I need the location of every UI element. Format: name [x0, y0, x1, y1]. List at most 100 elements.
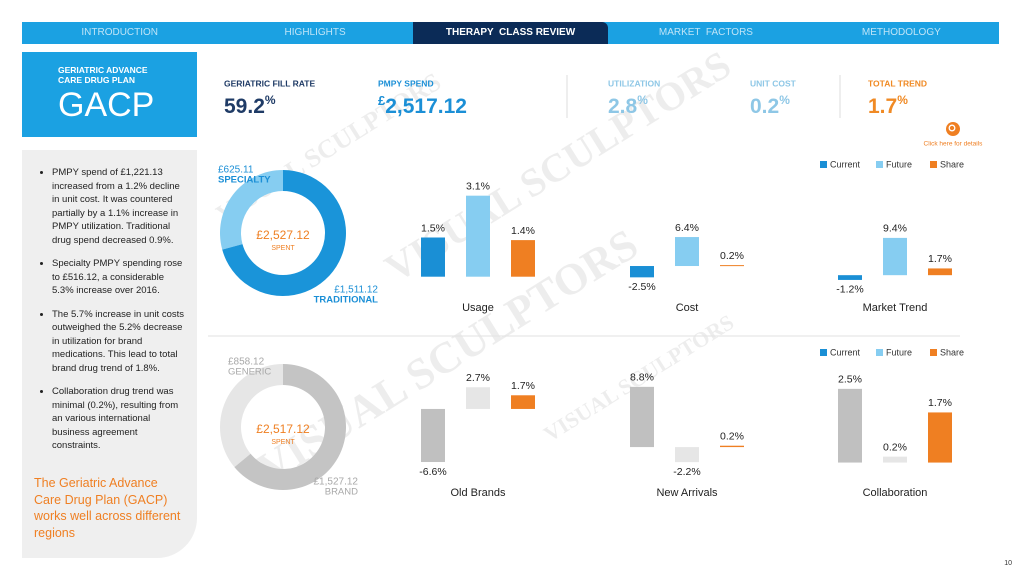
bar	[720, 265, 744, 267]
donut-segment	[220, 170, 283, 250]
kpi-value: 2.8%	[608, 93, 648, 117]
closing-text: The Geriatric Advance Care Drug Plan (GA…	[34, 476, 181, 540]
donut-center: SPENT	[271, 439, 295, 446]
data-label: 1.7%	[511, 380, 535, 392]
data-label: 2.7%	[466, 372, 490, 384]
nav-tab[interactable]: HIGHLIGHTS	[284, 27, 346, 38]
data-label: -1.2%	[836, 284, 863, 296]
donut-category: BRAND	[325, 487, 358, 498]
kpi-label: UNIT COST	[750, 78, 797, 88]
legend-swatch	[820, 349, 827, 356]
chart-title: Collaboration	[863, 487, 928, 499]
kpi-number: 59.2	[224, 95, 265, 118]
bar	[883, 237, 907, 276]
data-label: 1.5%	[421, 222, 445, 234]
bar	[883, 456, 907, 463]
legend-swatch	[820, 161, 827, 168]
data-label: -2.5%	[628, 281, 655, 293]
donut-segment	[234, 364, 347, 490]
data-label: 0.2%	[720, 430, 744, 442]
sidebar: PMPY spend of £1,221.13 increased from a…	[22, 150, 197, 558]
legend-label: Share	[940, 347, 964, 357]
kpi-label: GERIATRIC FILL RATE	[224, 78, 315, 88]
bullet: Specialty PMPY spending rose to £516.12,…	[52, 257, 187, 298]
legend-swatch	[930, 349, 937, 356]
data-label: 9.4%	[883, 223, 907, 235]
donut-category: SPECIALTY	[218, 175, 271, 186]
donut-segment	[220, 364, 283, 468]
nav-tab[interactable]: INTRODUCTION	[81, 27, 159, 38]
data-label: 6.4%	[675, 222, 699, 234]
donut-value: £1,527.12	[314, 477, 359, 488]
search-icon[interactable]	[946, 122, 960, 136]
bar	[630, 266, 654, 278]
kpi-label: UTILIZATION	[608, 78, 660, 88]
nav-tab[interactable]: THERAPY CLASS REVIEW	[412, 22, 609, 44]
data-label: 2.5%	[838, 374, 862, 386]
bar	[511, 240, 535, 277]
donut-category: TRADITIONAL	[314, 295, 379, 306]
kpi-number: 2,517.12	[385, 95, 467, 118]
donut-center: SPENT	[271, 245, 295, 252]
bar	[928, 268, 952, 276]
nav-tab[interactable]: METHODOLOGY	[861, 27, 941, 38]
kpi-number: 0.2	[750, 95, 779, 118]
chart-title: Old Brands	[450, 487, 506, 499]
kpi-number: 2.8	[608, 95, 638, 118]
chart-title: Cost	[676, 302, 699, 314]
legend-swatch	[930, 161, 937, 168]
legend-label: Future	[886, 347, 912, 357]
data-label: -2.2%	[673, 466, 700, 478]
kpi-unit: %	[265, 93, 276, 107]
kpi-value: £2,517.12	[378, 93, 467, 117]
page-number: 10	[1004, 560, 1012, 567]
kpi-unit: %	[897, 93, 908, 107]
data-label: 1.4%	[511, 225, 535, 237]
donut-value: £625.11	[218, 165, 254, 176]
kpi-unit: %	[779, 93, 790, 107]
bar	[838, 275, 862, 280]
bar	[720, 445, 744, 448]
donut-segment	[222, 170, 346, 296]
bullet-list: PMPY spend of £1,221.13 increased from a…	[22, 166, 197, 453]
data-label: 3.1%	[466, 180, 490, 192]
bar	[466, 195, 490, 277]
bar	[630, 386, 654, 448]
plan-subtitle: GERIATRIC ADVANCE CARE DRUG PLAN	[58, 65, 148, 85]
legend-label: Current	[830, 347, 861, 357]
kpi-label: TOTAL TREND	[868, 78, 927, 88]
bar	[511, 395, 535, 409]
data-label: 0.2%	[883, 441, 907, 453]
bar	[675, 237, 699, 267]
legend-swatch	[876, 161, 883, 168]
chart-title: New Arrivals	[656, 487, 718, 499]
donut-value: £1,511.12	[334, 285, 378, 296]
nav-tab[interactable]: MARKET FACTORS	[658, 27, 753, 38]
donut-value: £858.12	[228, 357, 265, 368]
bar	[838, 388, 862, 463]
data-label: 8.8%	[630, 372, 654, 384]
data-label: 1.7%	[928, 397, 952, 409]
data-label: 0.2%	[720, 250, 744, 262]
kpi-number: 1.7	[868, 95, 897, 118]
kpi-value: 59.2%	[224, 93, 276, 117]
search-glass	[948, 124, 956, 132]
chart-title: Market Trend	[863, 302, 928, 314]
bar	[675, 447, 699, 463]
data-label: 1.7%	[928, 253, 952, 265]
bar	[421, 408, 445, 463]
bullet: Collaboration drug trend was minimal (0.…	[52, 385, 187, 453]
plan-title: GACP	[58, 86, 155, 124]
chart-title: Usage	[462, 302, 494, 314]
bar	[466, 387, 490, 409]
kpi-label: PMPY SPEND	[378, 78, 434, 88]
bullet: PMPY spend of £1,221.13 increased from a…	[52, 166, 187, 247]
kpi-unit: %	[637, 93, 648, 107]
legend-label: Share	[940, 159, 964, 169]
details-link[interactable]: Click here for details	[924, 141, 984, 148]
nav-bar: INTRODUCTION HIGHLIGHTS THERAPY CLASS REVI…	[22, 22, 999, 44]
legend-label: Current	[830, 159, 861, 169]
kpi-value: 1.7%	[868, 93, 908, 117]
